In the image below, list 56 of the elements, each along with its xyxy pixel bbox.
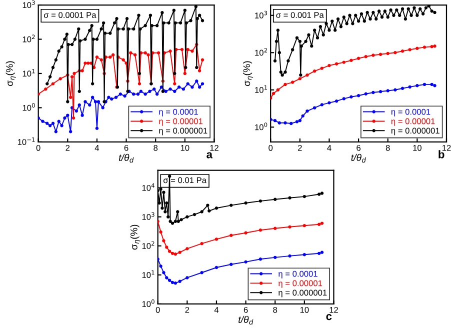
x-tick-label: 6 [124, 144, 128, 151]
y-tick-label: 10$^{2}$ [255, 48, 267, 56]
x-tick-label: 2 [66, 144, 70, 151]
legend-label: η = 0.0001 [159, 108, 198, 116]
y-tick-label: 10$^{1}$ [255, 85, 268, 93]
y-axis-title: σ$_{η}$(%) [130, 224, 140, 250]
text: c [326, 314, 332, 320]
y-tick-label: 10$^{0}$ [22, 103, 35, 111]
x-tick-label: 4 [214, 307, 219, 313]
x-tick-label: 6 [356, 144, 360, 151]
x-tick-label: 0 [268, 144, 273, 151]
text: a [206, 152, 213, 158]
legend-label: η = 0.0001 [391, 108, 430, 116]
legend-label: η = 0.000001 [159, 128, 208, 136]
x-tick-label: 8 [273, 306, 278, 313]
y-tick-label: 10$^{3}$ [255, 10, 268, 18]
y-tick-label: 10$^{2}$ [142, 241, 154, 249]
x-tick-label: 4 [94, 145, 100, 151]
x-tick-label: 6 [244, 306, 248, 313]
y-tick-label: 10$^{1}$ [22, 69, 35, 77]
x-tick-label: 8 [154, 144, 158, 151]
legend-label: η = 0.000001 [391, 128, 440, 136]
x-tick-label: 12 [330, 306, 338, 313]
legend-label: η = 0.00001 [391, 118, 435, 126]
x-tick-label: 10 [300, 306, 309, 313]
annotation: σ = 0.001 Pa [276, 12, 324, 18]
y-tick-label: 10$^{0}$ [142, 299, 154, 307]
y-tick-label: 10$^{−1}$ [18, 137, 35, 145]
y-tick-label: 10$^{3}$ [22, 0, 35, 8]
legend-label: η = 0.0001 [278, 270, 318, 278]
x-axis-title: t/θ$_{d}$ [119, 154, 134, 163]
annotation: σ = 0.01 Pa [163, 177, 206, 184]
x-tick-label: 0 [156, 306, 160, 313]
legend-label: η = 0.00001 [278, 280, 322, 288]
legend-label: η = 0.000001 [278, 290, 327, 298]
y-tick-label: 10$^{1}$ [142, 270, 154, 278]
x-tick-label: 2 [185, 306, 190, 313]
x-tick-label: 2 [298, 144, 302, 151]
y-tick-label: 10$^{4}$ [142, 183, 154, 191]
x-tick-label: 0 [36, 144, 40, 151]
x-axis-title: t/θ$_{d}$ [351, 154, 366, 163]
y-axis-title: σ$_{η}$(%) [6, 61, 16, 86]
text: b [438, 150, 444, 158]
y-tick-label: 10$^{2}$ [22, 34, 35, 42]
x-axis-title: t/θ$_{d}$ [238, 316, 254, 325]
x-tick-label: 4 [327, 145, 332, 151]
y-tick-label: 10$^{0}$ [255, 122, 268, 130]
y-tick-label: 10$^{3}$ [142, 212, 154, 220]
legend-label: η = 0.00001 [159, 118, 203, 126]
y-axis-title: σ$_{η}$(%) [242, 61, 254, 86]
x-tick-label: 8 [386, 144, 390, 151]
x-tick-label: 10 [180, 144, 190, 151]
annotation: σ = 0.0001 Pa [44, 12, 96, 18]
x-tick-label: 12 [210, 144, 218, 151]
x-tick-label: 12 [442, 144, 451, 151]
x-tick-label: 10 [413, 144, 422, 151]
